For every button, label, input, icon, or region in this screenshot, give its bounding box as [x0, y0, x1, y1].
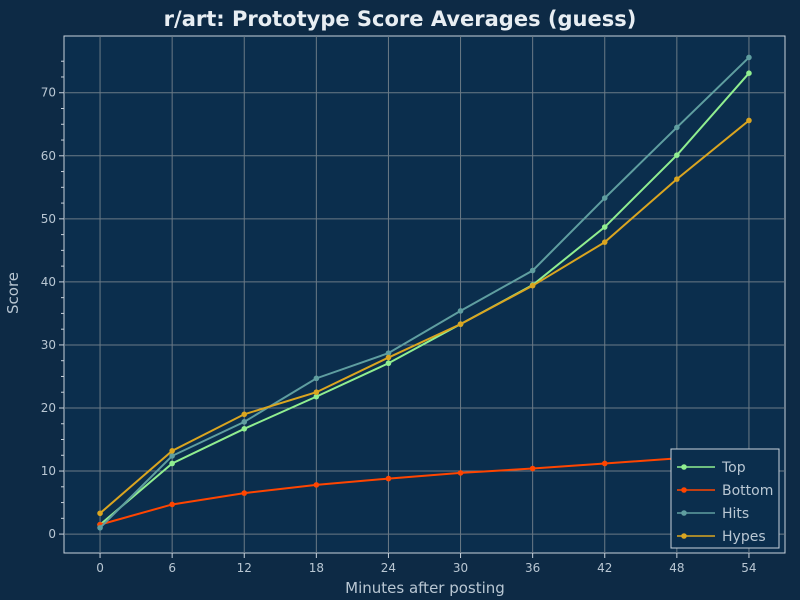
x-tick-label: 36	[525, 561, 540, 575]
legend-marker	[681, 487, 687, 493]
x-tick-label: 6	[168, 561, 176, 575]
chart-title: r/art: Prototype Score Averages (guess)	[164, 7, 637, 31]
data-point	[313, 389, 320, 396]
data-point	[385, 350, 392, 356]
series-line-bottom	[99, 453, 750, 526]
x-tick-label: 42	[597, 561, 612, 575]
x-tick-label: 12	[237, 561, 252, 575]
legend: Top Bottom Hits Hypes	[670, 448, 780, 549]
data-point	[241, 425, 248, 432]
grid	[64, 36, 785, 553]
data-point	[601, 239, 608, 245]
data-point	[674, 124, 680, 131]
y-tick-label: 50	[41, 212, 56, 226]
legend-label: Bottom	[722, 483, 773, 499]
legend-label: Hits	[722, 506, 749, 522]
data-point	[313, 482, 320, 488]
series-bottom	[97, 451, 752, 528]
data-point	[97, 510, 103, 517]
x-tick-label: 0	[96, 561, 104, 575]
series-hits	[97, 54, 752, 531]
data-point	[313, 393, 320, 400]
x-tick-label: 30	[453, 561, 468, 575]
data-point	[241, 490, 248, 496]
x-tick-label: 24	[381, 561, 396, 575]
data-point	[746, 117, 752, 124]
data-point	[529, 267, 536, 274]
series-line-hypes	[99, 119, 750, 515]
data-point	[529, 465, 536, 472]
data-point	[457, 308, 464, 314]
x-axis-label: Minutes after posting	[345, 579, 505, 597]
x-tick-label: 48	[669, 561, 684, 575]
y-tick-label: 60	[41, 149, 56, 163]
legend-item: Hypes	[677, 529, 766, 545]
data-point	[457, 470, 464, 476]
series-line-top	[99, 72, 750, 526]
data-point	[601, 224, 608, 230]
y-tick-label: 30	[41, 338, 56, 352]
data-point	[601, 460, 608, 467]
legend-box	[670, 448, 780, 549]
data-point	[313, 375, 320, 382]
x-tick-label: 18	[309, 561, 324, 575]
data-point	[674, 176, 680, 182]
legend-item: Bottom	[677, 483, 773, 499]
legend-marker	[681, 510, 687, 516]
data-point	[241, 411, 248, 418]
data-point	[97, 524, 103, 531]
legend-item: Top	[677, 460, 746, 476]
data-point	[529, 282, 536, 289]
x-tick-label: 54	[741, 561, 756, 575]
y-tick-label: 0	[48, 527, 56, 541]
data-point	[385, 354, 392, 361]
series-lines	[97, 54, 752, 531]
data-point	[746, 54, 752, 61]
y-tick-label: 10	[41, 464, 56, 478]
data-point	[457, 321, 464, 327]
legend-item: Hits	[677, 506, 749, 522]
y-tick-label: 70	[41, 86, 56, 100]
legend-label: Hypes	[722, 529, 766, 545]
y-tick-label: 40	[41, 275, 56, 289]
data-point	[385, 360, 392, 367]
legend-marker	[681, 533, 687, 539]
data-point	[601, 195, 608, 201]
series-hypes	[97, 117, 752, 517]
data-point	[169, 460, 175, 467]
y-tick-label: 20	[41, 401, 56, 415]
data-point	[169, 453, 175, 459]
data-point	[674, 152, 680, 158]
axis-ticks: 0 6 12 18 24 30 36 42 48 54 0 10 20 30 40 50 60 70	[41, 60, 757, 575]
legend-label: Top	[721, 460, 746, 476]
legend-marker	[681, 464, 687, 470]
data-point	[169, 448, 175, 454]
data-point	[169, 501, 175, 508]
y-axis-label: Score	[4, 272, 22, 314]
plot-area	[63, 35, 786, 554]
data-point	[746, 70, 752, 76]
data-point	[241, 419, 248, 425]
data-point	[385, 475, 392, 482]
series-line-hits	[99, 56, 750, 529]
